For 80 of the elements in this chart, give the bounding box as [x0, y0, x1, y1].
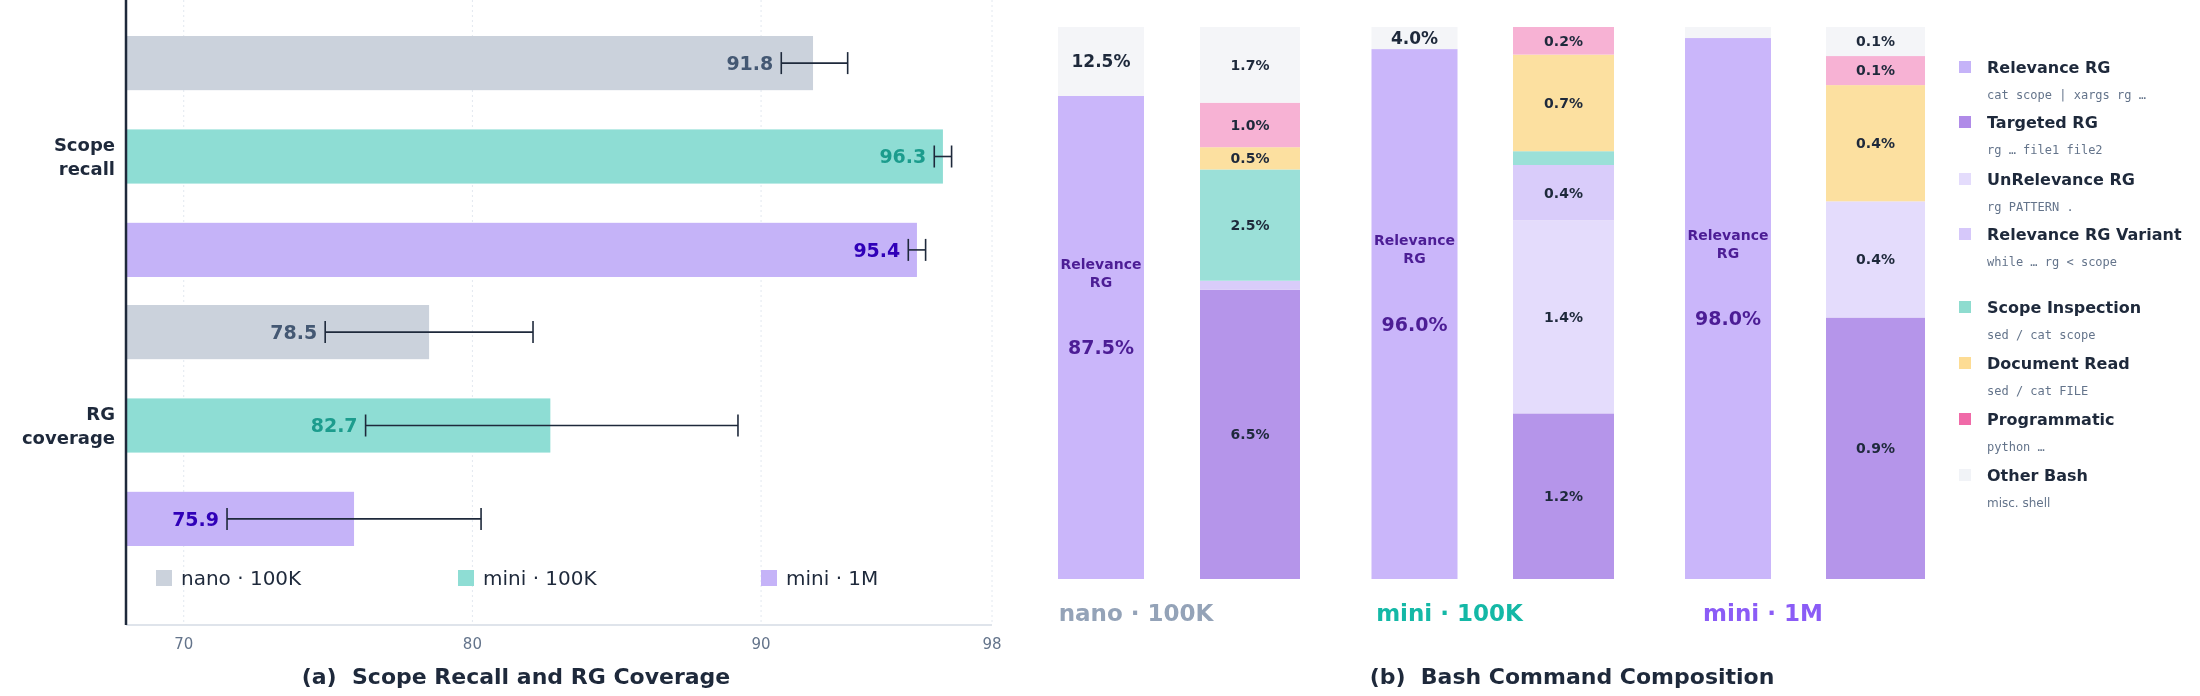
bar	[1826, 317, 1925, 579]
bar	[1826, 85, 1925, 202]
data-label: 0.4%	[1856, 251, 1895, 268]
bar	[1513, 27, 1614, 55]
data-label: 96.0%	[1381, 312, 1448, 335]
text: (a) Scope Recall and RG Coverage	[301, 664, 731, 689]
data-label: 98.0%	[1695, 307, 1761, 330]
text: python …	[1987, 440, 2045, 455]
bar	[1513, 54, 1614, 152]
data-label: 82.7	[310, 414, 358, 437]
data-label: 1.4%	[1544, 308, 1583, 325]
bar	[1513, 413, 1614, 579]
bar	[1513, 220, 1614, 414]
data-label: 0.9%	[1856, 440, 1895, 457]
text: sed / cat scope	[1987, 328, 2096, 343]
bar	[1371, 49, 1458, 579]
data-label: 0.2%	[1544, 32, 1583, 49]
text: cat scope | xargs rg …	[1987, 88, 2146, 103]
text: nano · 100K	[1058, 600, 1215, 626]
data-label: 0.7%	[1544, 94, 1583, 111]
legend-label: UnRelevance RG	[1987, 169, 2135, 189]
legend-label: Scope Inspection	[1987, 297, 2142, 317]
data-label: 1.7%	[1230, 56, 1270, 73]
legend-label: Document Read	[1987, 353, 2130, 373]
legend-label: Targeted RG	[1987, 112, 2098, 132]
legend-label: Programmatic	[1987, 409, 2115, 429]
data-label: 78.5	[270, 320, 318, 343]
text: (b) Bash Command Composition	[1369, 664, 1775, 689]
text: mini · 1M	[1703, 600, 1823, 626]
legend-label: Relevance RG Variant	[1987, 224, 2182, 244]
bar	[1685, 38, 1771, 579]
data-label: 0.4%	[1856, 135, 1895, 152]
data-label: 4.0%	[1390, 27, 1439, 48]
x-tick-label: 70	[174, 635, 194, 653]
x-tick-label: 98	[982, 635, 1002, 653]
data-label: 1.2%	[1544, 488, 1583, 505]
bar	[1685, 27, 1771, 39]
text: Relevance RG	[1374, 232, 1455, 267]
legend-label: Relevance RG	[1987, 57, 2111, 77]
legend-label: mini · 100K	[483, 566, 598, 590]
data-label: 12.5%	[1071, 51, 1131, 72]
bar	[1826, 56, 1925, 86]
bar	[1513, 151, 1614, 165]
data-label: 75.9	[172, 507, 220, 530]
text: while … rg < scope	[1987, 255, 2118, 270]
bar	[1200, 280, 1300, 290]
text: rg … file1 file2	[1987, 143, 2103, 158]
bar	[1200, 289, 1300, 579]
data-label: 91.8	[726, 51, 774, 74]
bar	[1058, 27, 1144, 96]
legend-label: Other Bash	[1987, 465, 2088, 485]
legend-label: nano · 100K	[181, 566, 303, 590]
data-label: 0.5%	[1230, 150, 1270, 167]
text: Relevance RG	[1687, 226, 1769, 261]
data-label: 0.1%	[1856, 33, 1895, 50]
data-label: 0.4%	[1544, 184, 1583, 201]
bar	[1200, 27, 1300, 103]
x-tick-label: 90	[751, 635, 771, 653]
bar	[1826, 201, 1925, 318]
data-label: 2.5%	[1230, 217, 1270, 233]
bar	[1058, 96, 1144, 579]
data-label: 87.5%	[1068, 336, 1134, 359]
data-label: 0.1%	[1856, 62, 1895, 79]
text: rg PATTERN .	[1987, 200, 2074, 215]
data-label: 96.3	[879, 145, 927, 168]
data-label: 95.4	[853, 238, 901, 261]
data-label: 6.5%	[1230, 426, 1270, 443]
y-tick-label: Scope recall	[53, 133, 115, 179]
bar	[1200, 102, 1300, 148]
series-label: Relevance RG	[1060, 255, 1142, 290]
text: mini · 100K	[1376, 600, 1525, 626]
y-tick-label: RG coverage	[21, 402, 115, 448]
bar	[1513, 165, 1614, 221]
text: misc. shell	[1987, 496, 2051, 511]
x-tick-label: 80	[462, 635, 482, 653]
text: sed / cat FILE	[1987, 384, 2089, 399]
legend-label: mini · 1M	[786, 566, 879, 590]
bar	[1826, 27, 1925, 57]
bar	[1200, 169, 1300, 281]
data-label: 1.0%	[1230, 116, 1270, 133]
